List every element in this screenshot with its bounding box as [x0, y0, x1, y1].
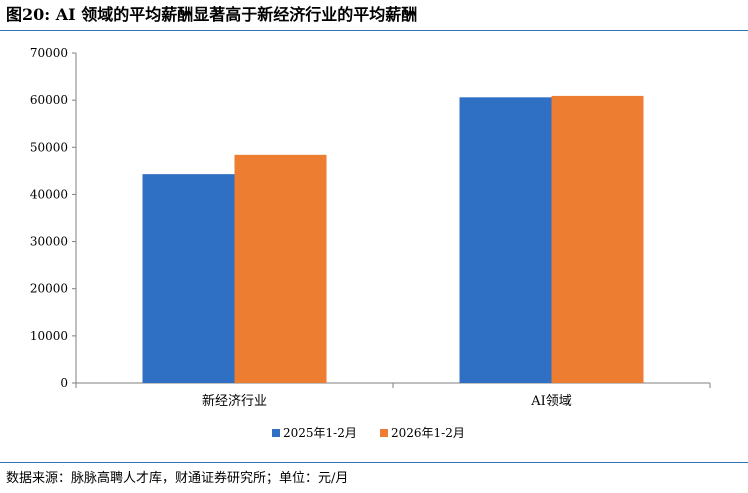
x-category-label: 新经济行业 — [202, 393, 267, 409]
bar-2-2 — [551, 95, 644, 384]
y-tick-label: 60000 — [30, 93, 68, 107]
y-tick-label: 40000 — [30, 187, 68, 201]
chart-title: 图20: AI 领域的平均薪酬显著高于新经济行业的平均薪酬 — [6, 5, 418, 24]
bar-1-2 — [459, 97, 552, 384]
legend-swatch-1 — [272, 429, 280, 437]
x-category-label: AI领域 — [530, 394, 572, 409]
bar-1-1 — [142, 174, 235, 383]
legend-label-2: 2026年1-2月 — [391, 426, 465, 440]
x-axis: 新经济行业 AI领域 — [75, 382, 711, 409]
top-divider — [0, 30, 748, 31]
legend-label-1: 2025年1-2月 — [283, 426, 357, 440]
bars — [142, 95, 644, 384]
y-tick-label: 30000 — [30, 235, 68, 249]
y-tick-label: 70000 — [30, 46, 68, 60]
bottom-divider — [0, 462, 748, 463]
legend-swatch-2 — [380, 429, 388, 437]
y-tick-label: 50000 — [30, 140, 68, 154]
source-note: 数据来源：脉脉高聘人才库，财通证券研究所；单位：元/月 — [6, 471, 349, 486]
y-tick-label: 0 — [60, 376, 68, 390]
bar-2-1 — [234, 154, 327, 383]
y-axis: 0 10000 20000 30000 40000 50000 60000 70000 — [30, 46, 77, 390]
y-tick-label: 20000 — [30, 282, 68, 296]
legend: 2025年1-2月 2026年1-2月 — [272, 426, 465, 440]
y-tick-label: 10000 — [30, 329, 68, 343]
